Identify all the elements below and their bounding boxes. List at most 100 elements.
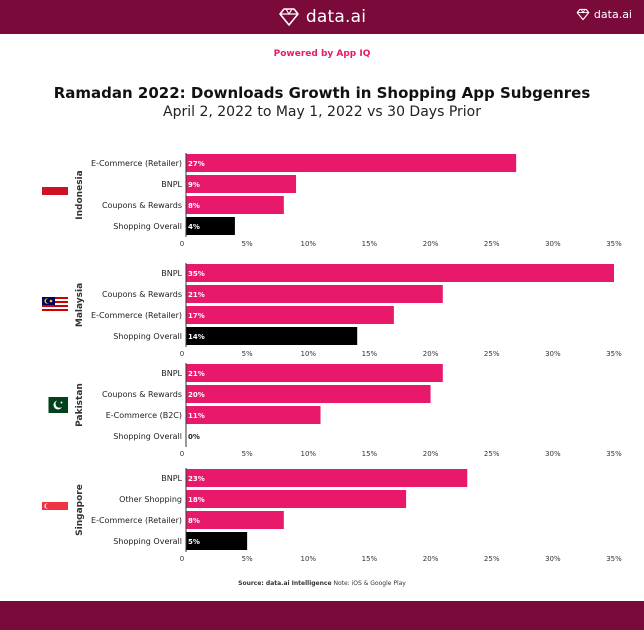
bar[interactable]	[186, 154, 517, 172]
country-label: Malaysia	[75, 283, 85, 327]
bar[interactable]	[186, 175, 297, 193]
x-tick-label: 0	[180, 240, 184, 248]
x-tick-label: 15%	[362, 450, 378, 458]
malaysia-flag-icon	[42, 297, 68, 313]
x-tick-label: 35%	[606, 350, 622, 358]
x-tick-label: 15%	[362, 555, 378, 563]
value-label: 21%	[188, 291, 205, 299]
x-tick-label: 10%	[301, 450, 317, 458]
x-tick-label: 25%	[484, 555, 500, 563]
category-label: BNPL	[161, 180, 182, 189]
x-tick-label: 10%	[301, 555, 317, 563]
bar[interactable]	[186, 306, 394, 324]
category-label: BNPL	[161, 474, 182, 483]
header-brand[interactable]: data.ai	[0, 0, 644, 34]
bar[interactable]	[186, 196, 284, 214]
x-tick-label: 5%	[242, 555, 253, 563]
value-label: 5%	[188, 538, 200, 546]
panel-singapore: BNPL 23% Other Shopping 18% E-Commerce (Reta…	[42, 468, 622, 563]
category-label: E-Commerce (Retailer)	[91, 311, 182, 320]
country-label: Singapore	[75, 484, 85, 536]
category-label: Shopping Overall	[113, 332, 182, 341]
bar-chart: E-Commerce (Retailer) 27% BNPL 9% Coupons & …	[42, 153, 622, 563]
value-label: 0%	[188, 433, 200, 441]
value-label: 17%	[188, 312, 205, 320]
x-tick-label: 0	[180, 450, 184, 458]
pakistan-flag-icon	[42, 397, 68, 413]
country-label: Pakistan	[75, 383, 85, 427]
category-label: E-Commerce (Retailer)	[91, 516, 182, 525]
category-label: Shopping Overall	[113, 222, 182, 231]
panel-indonesia: E-Commerce (Retailer) 27% BNPL 9% Coupons & …	[42, 153, 622, 248]
footer-bar	[0, 601, 644, 630]
bar[interactable]	[186, 469, 468, 487]
bar[interactable]	[186, 532, 248, 550]
category-label: BNPL	[161, 269, 182, 278]
category-label: Coupons & Rewards	[102, 390, 182, 399]
value-label: 8%	[188, 202, 200, 210]
x-tick-label: 5%	[242, 350, 253, 358]
bar[interactable]	[186, 364, 443, 382]
x-tick-label: 10%	[301, 240, 317, 248]
value-label: 27%	[188, 160, 205, 168]
x-tick-label: 30%	[545, 555, 561, 563]
brand-name: data.ai	[305, 7, 367, 27]
note-text: Note: iOS & Google Play	[333, 580, 406, 587]
value-label: 18%	[188, 496, 205, 504]
category-label: Coupons & Rewards	[102, 290, 182, 299]
category-label: E-Commerce (B2C)	[106, 411, 182, 420]
header-bar	[0, 0, 644, 34]
value-label: 35%	[188, 270, 205, 278]
diamond-logo-icon	[279, 8, 299, 26]
country-label: Indonesia	[75, 170, 85, 219]
x-tick-label: 0	[180, 350, 184, 358]
x-tick-label: 35%	[606, 240, 622, 248]
x-tick-label: 30%	[545, 240, 561, 248]
value-label: 20%	[188, 391, 205, 399]
x-tick-label: 5%	[242, 450, 253, 458]
x-tick-label: 35%	[606, 555, 622, 563]
bar[interactable]	[186, 327, 358, 345]
chart-subtitle: April 2, 2022 to May 1, 2022 vs 30 Days …	[163, 104, 481, 120]
source-note: Source: data.ai Intelligence Note: iOS &…	[0, 580, 644, 587]
x-tick-label: 20%	[423, 555, 439, 563]
bar[interactable]	[186, 285, 443, 303]
chart-title: Ramadan 2022: Downloads Growth in Shoppi…	[53, 84, 591, 102]
value-label: 11%	[188, 412, 205, 420]
powered-by: Powered by App IQ	[273, 49, 371, 59]
x-tick-label: 0	[180, 555, 184, 563]
x-tick-label: 15%	[362, 350, 378, 358]
bar[interactable]	[186, 490, 407, 508]
category-label: Shopping Overall	[113, 537, 182, 546]
value-label: 14%	[188, 333, 205, 341]
x-tick-label: 20%	[423, 240, 439, 248]
x-tick-label: 20%	[423, 450, 439, 458]
bar[interactable]	[186, 511, 284, 529]
singapore-flag-icon	[42, 502, 68, 518]
x-tick-label: 25%	[484, 350, 500, 358]
category-label: Shopping Overall	[113, 432, 182, 441]
value-label: 21%	[188, 370, 205, 378]
x-tick-label: 20%	[423, 350, 439, 358]
bar[interactable]	[186, 406, 321, 424]
category-label: E-Commerce (Retailer)	[91, 159, 182, 168]
footer-brand[interactable]: data.ai	[576, 0, 632, 29]
x-tick-label: 30%	[545, 350, 561, 358]
bar[interactable]	[186, 385, 431, 403]
source-label: Source: data.ai Intelligence	[238, 580, 332, 587]
value-label: 4%	[188, 223, 200, 231]
x-tick-label: 15%	[362, 240, 378, 248]
value-label: 23%	[188, 475, 205, 483]
x-tick-label: 30%	[545, 450, 561, 458]
x-tick-label: 35%	[606, 450, 622, 458]
x-tick-label: 10%	[301, 350, 317, 358]
bar[interactable]	[186, 217, 235, 235]
bar[interactable]	[186, 264, 614, 282]
x-tick-label: 25%	[484, 450, 500, 458]
value-label: 9%	[188, 181, 200, 189]
panel-pakistan: BNPL 21% Coupons & Rewards 20% E-Commerce (B…	[42, 363, 622, 458]
value-label: 8%	[188, 517, 200, 525]
category-label: Other Shopping	[119, 495, 182, 504]
category-label: Coupons & Rewards	[102, 201, 182, 210]
indonesia-flag-icon	[42, 187, 68, 203]
